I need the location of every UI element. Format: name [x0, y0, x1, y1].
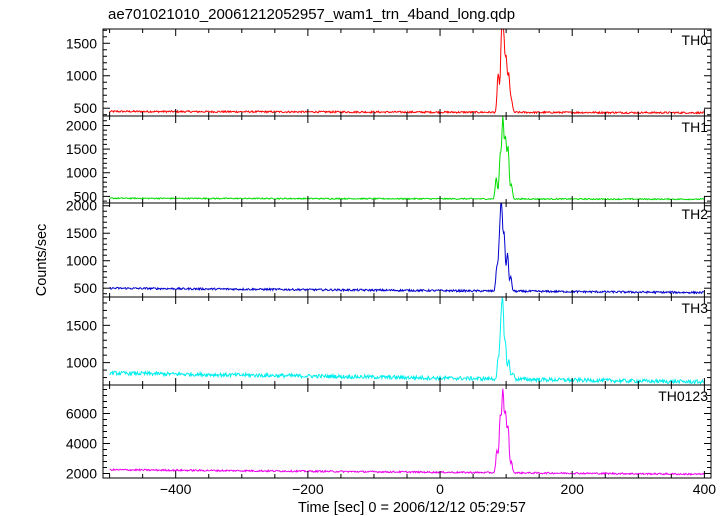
- panel-label: TH3: [682, 300, 709, 316]
- x-tick-label: −400: [160, 481, 192, 497]
- series-line-th0: [109, 28, 705, 115]
- panel-label: TH1: [682, 119, 709, 135]
- series-line-th0123: [109, 388, 705, 476]
- panel-th3: 1000 1500 TH3: [66, 296, 712, 386]
- y-tick-label: 1500: [66, 225, 97, 241]
- x-tick-label: 200: [561, 481, 585, 497]
- x-axis: −400 −200 0 200 400: [160, 481, 716, 497]
- y-tick-label: 1000: [66, 355, 97, 371]
- series-line-th1: [109, 115, 705, 201]
- panel-label: TH0123: [658, 388, 708, 404]
- y-tick-label: 1500: [66, 35, 97, 51]
- chart-title: ae701021010_20061212052957_wam1_trn_4ban…: [108, 6, 515, 23]
- y-tick-label: 500: [74, 188, 98, 204]
- panel-th2: 500 1000 1500 2000 TH2: [66, 198, 712, 298]
- y-tick-label: 6000: [66, 406, 97, 422]
- y-axis-label: Counts/sec: [34, 224, 50, 297]
- panel-label: TH2: [682, 206, 709, 222]
- panel-th0: 500 1000 1500 TH0: [66, 28, 712, 117]
- series-line-th2: [109, 202, 705, 295]
- y-tick-label: 1500: [66, 317, 97, 333]
- x-tick-label: 400: [693, 481, 717, 497]
- panel-frame: [102, 115, 712, 204]
- panel-th0123: 2000 4000 6000 TH0123: [66, 384, 712, 482]
- y-tick-label: 2000: [66, 466, 97, 482]
- x-tick-label: 0: [436, 481, 444, 497]
- panel-frame: [102, 296, 712, 386]
- series-line-th3: [109, 296, 705, 386]
- y-tick-label: 500: [74, 280, 98, 296]
- panel-frame: [102, 384, 712, 479]
- y-tick-label: 500: [74, 100, 98, 116]
- y-tick-label: 1000: [66, 165, 97, 181]
- panel-frame: [102, 202, 712, 298]
- panel-frame: [102, 28, 712, 117]
- y-tick-label: 1500: [66, 141, 97, 157]
- y-tick-label: 2000: [66, 198, 97, 214]
- x-tick-label: −200: [292, 481, 324, 497]
- x-axis-label: Time [sec] 0 = 2006/12/12 05:29:57: [298, 500, 526, 516]
- y-tick-label: 1000: [66, 68, 97, 84]
- panel-th1: 500 1000 1500 2000 TH1: [66, 115, 712, 204]
- y-tick-label: 4000: [66, 436, 97, 452]
- y-tick-label: 1000: [66, 253, 97, 269]
- panel-label: TH0: [682, 32, 709, 48]
- y-tick-label: 2000: [66, 117, 97, 133]
